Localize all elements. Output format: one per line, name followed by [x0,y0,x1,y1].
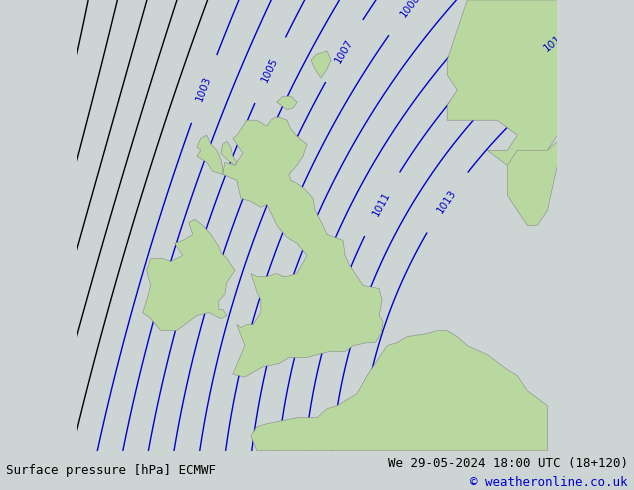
Text: We 29-05-2024 18:00 UTC (18+120): We 29-05-2024 18:00 UTC (18+120) [387,457,628,469]
Polygon shape [447,0,557,165]
Text: Surface pressure [hPa] ECMWF: Surface pressure [hPa] ECMWF [6,464,216,477]
Polygon shape [143,220,235,331]
Polygon shape [311,51,331,78]
Polygon shape [277,96,297,110]
Text: 1003: 1003 [195,75,213,103]
Polygon shape [251,331,547,451]
Polygon shape [197,135,223,174]
Text: © weatheronline.co.uk: © weatheronline.co.uk [470,476,628,489]
Text: 1013: 1013 [435,188,458,216]
Text: 1007: 1007 [333,37,355,65]
Polygon shape [223,117,383,377]
Text: 1011: 1011 [371,190,392,218]
Text: 1012: 1012 [542,30,569,54]
Text: 1008: 1008 [398,0,422,20]
Text: 1005: 1005 [260,56,280,84]
Polygon shape [507,141,557,225]
Polygon shape [221,141,237,165]
